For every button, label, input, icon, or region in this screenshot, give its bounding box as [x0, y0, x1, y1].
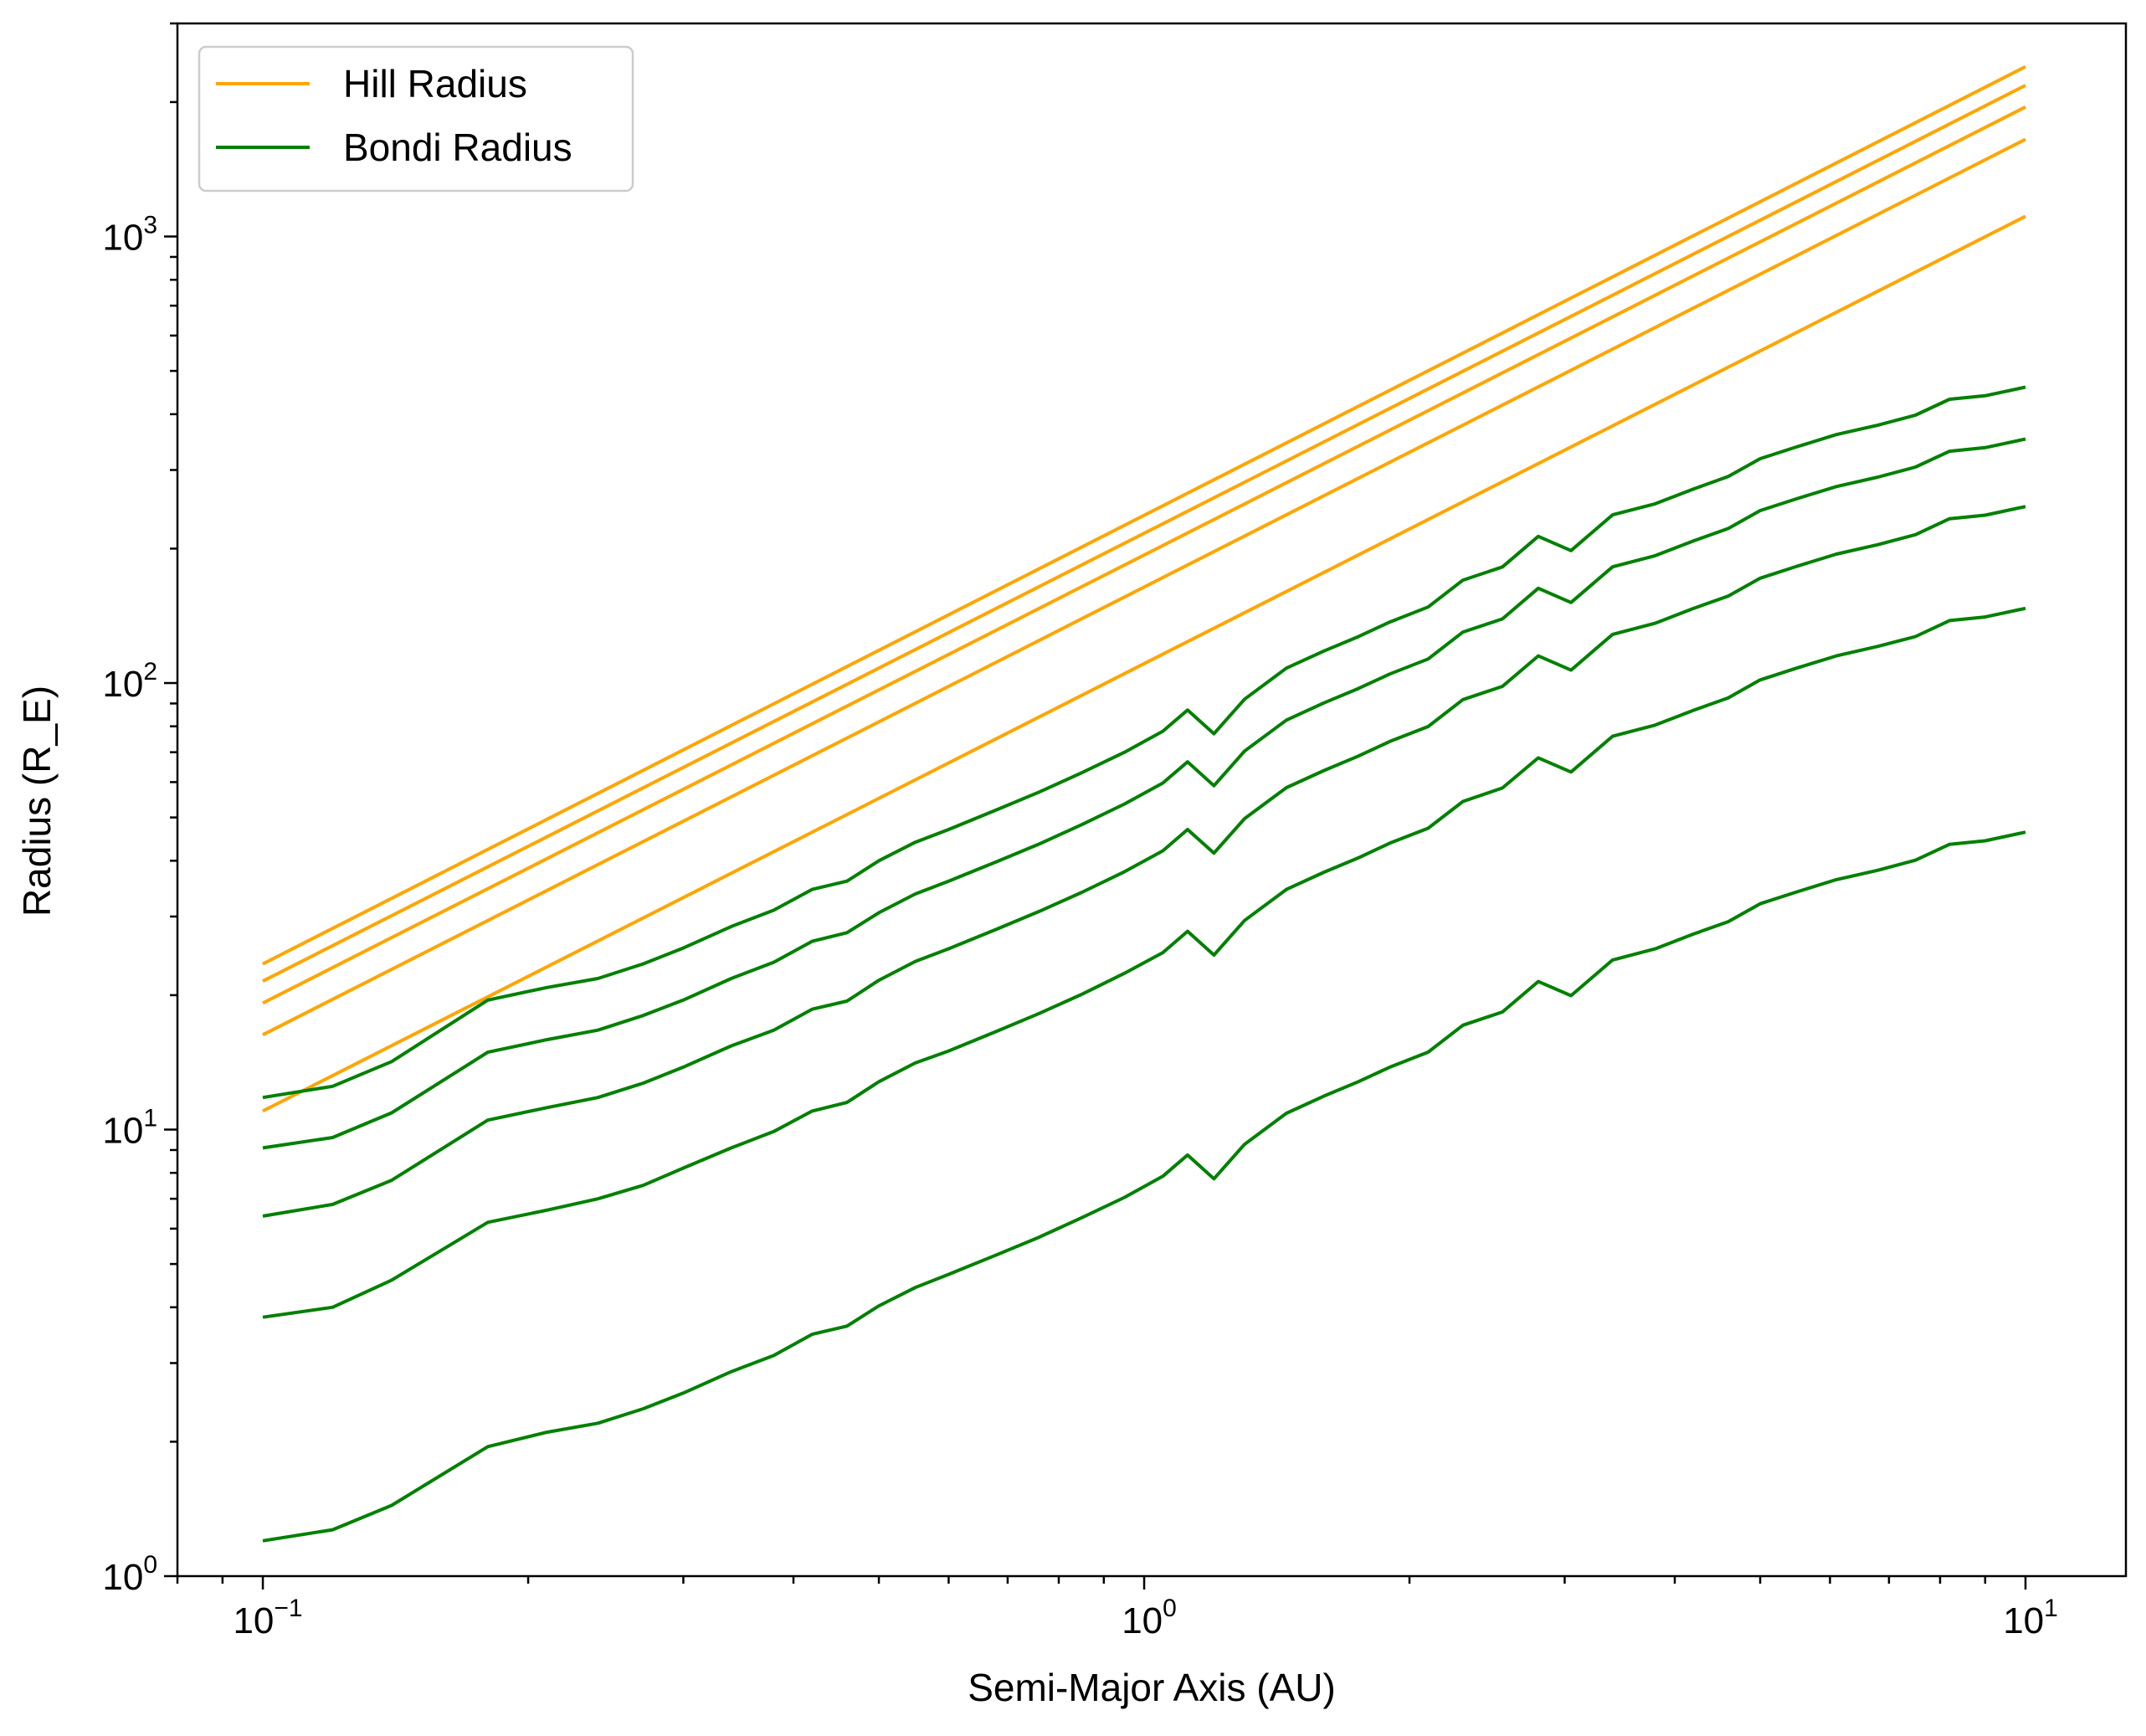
x-tick-label: 101 [2003, 1595, 2058, 1641]
x-axis-label: Semi-Major Axis (AU) [968, 1666, 1336, 1709]
legend-label-hill: Hill Radius [343, 62, 527, 105]
bondi-radius-line-7 [262, 505, 2026, 1218]
y-tick-label: 101 [102, 1105, 157, 1152]
axis-ticks: 10−1 100 101 100 101 102 103 [102, 22, 2058, 1641]
plot-lines [262, 64, 2026, 1543]
x-tick-label: 10−1 [233, 1595, 302, 1641]
hill-radius-line-0 [262, 64, 2026, 966]
plot-frame [176, 22, 2128, 1578]
hill-radius-line-4 [262, 214, 2026, 1113]
y-axis-label: Radius (R_E) [15, 686, 59, 917]
y-tick-label: 103 [102, 212, 157, 259]
x-tick-label: 100 [1122, 1595, 1177, 1641]
legend-label-bondi: Bondi Radius [343, 126, 572, 169]
bondi-radius-line-8 [262, 606, 2026, 1319]
y-tick-label: 102 [102, 658, 157, 705]
hill-radius-line-3 [262, 137, 2026, 1037]
legend: Hill Radius Bondi Radius [198, 45, 634, 193]
bondi-radius-line-9 [262, 830, 2026, 1543]
bondi-radius-line-6 [262, 437, 2026, 1150]
hill-radius-line-1 [262, 84, 2026, 983]
hill-radius-line-2 [262, 105, 2026, 1005]
y-tick-label: 100 [102, 1551, 157, 1598]
bondi-radius-line-5 [262, 385, 2026, 1100]
